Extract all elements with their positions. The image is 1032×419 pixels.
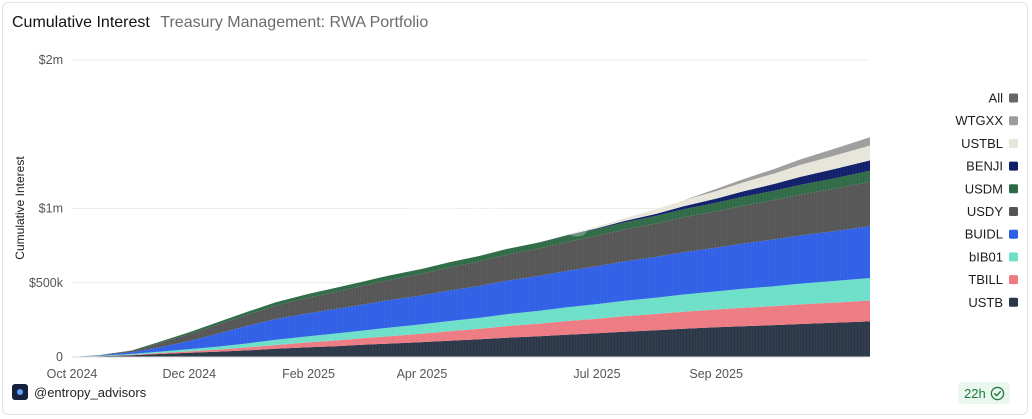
author-handle: @entropy_advisors bbox=[34, 384, 147, 400]
y-tick-label: $500k bbox=[29, 276, 64, 290]
area-series-buidl bbox=[72, 226, 870, 357]
x-tick-label: Jul 2025 bbox=[573, 367, 620, 381]
legend-label-ustb: USTB bbox=[968, 295, 1003, 310]
chart-title: Cumulative Interest bbox=[12, 14, 150, 31]
legend-label-ustbl: USTBL bbox=[961, 136, 1003, 151]
refresh-age: 22h bbox=[964, 385, 986, 401]
author-credit[interactable]: @entropy_advisors bbox=[12, 384, 146, 400]
area-series-tbill bbox=[72, 300, 870, 357]
legend-swatch-tbill bbox=[1009, 275, 1018, 285]
legend-swatch-wtgxx bbox=[1009, 116, 1018, 126]
watermark: Dune bbox=[403, 190, 590, 247]
legend-swatch-benji bbox=[1009, 161, 1018, 171]
chart-subtitle: Treasury Management: RWA Portfolio bbox=[160, 14, 429, 31]
legend-label-usdy: USDY bbox=[967, 204, 1003, 219]
legend-swatch-ustbl bbox=[1009, 138, 1018, 148]
legend-swatch-buidl bbox=[1009, 229, 1018, 239]
x-tick-label: Sep 2025 bbox=[689, 367, 743, 381]
chart-header: Cumulative Interest Treasury Management:… bbox=[12, 14, 428, 32]
area-series-ustb bbox=[72, 321, 870, 357]
x-tick-label: Oct 2024 bbox=[47, 367, 98, 381]
legend-label-buidl: BUIDL bbox=[965, 227, 1003, 242]
legend-swatch-all bbox=[1009, 93, 1018, 103]
area-series-bib01 bbox=[72, 278, 870, 357]
x-tick-label: Dec 2024 bbox=[163, 367, 217, 381]
y-tick-label: 0 bbox=[56, 350, 63, 364]
dune-logo-icon bbox=[403, 190, 459, 246]
x-tick-label: Apr 2025 bbox=[397, 367, 448, 381]
watermark-text: Dune bbox=[470, 194, 590, 247]
legend-swatch-usdm bbox=[1009, 184, 1018, 194]
y-tick-label: $2m bbox=[39, 53, 63, 67]
legend-label-bib01: bIB01 bbox=[969, 249, 1003, 264]
bar-texture bbox=[126, 60, 869, 357]
author-avatar-icon bbox=[12, 384, 28, 400]
area-series-benji bbox=[72, 160, 870, 357]
refresh-badge[interactable]: 22h bbox=[958, 382, 1010, 404]
y-axis-title: Cumulative Interest bbox=[13, 156, 27, 260]
x-tick-label: Feb 2025 bbox=[282, 367, 335, 381]
legend-label-benji: BENJI bbox=[966, 159, 1003, 174]
legend-label-tbill: TBILL bbox=[968, 272, 1003, 287]
legend-label-all: All bbox=[989, 91, 1004, 106]
legend-swatch-bib01 bbox=[1009, 252, 1018, 262]
legend-swatch-ustb bbox=[1009, 297, 1018, 307]
legend-label-usdm: USDM bbox=[965, 181, 1003, 196]
area-series-usdm bbox=[72, 170, 870, 357]
area-series-usdy bbox=[72, 181, 870, 357]
legend-swatch-usdy bbox=[1009, 207, 1018, 216]
chart-card bbox=[2, 2, 1028, 415]
legend-label-wtgxx: WTGXX bbox=[955, 113, 1003, 128]
y-tick-label: $1m bbox=[39, 202, 63, 216]
check-circle-icon bbox=[990, 386, 1004, 400]
